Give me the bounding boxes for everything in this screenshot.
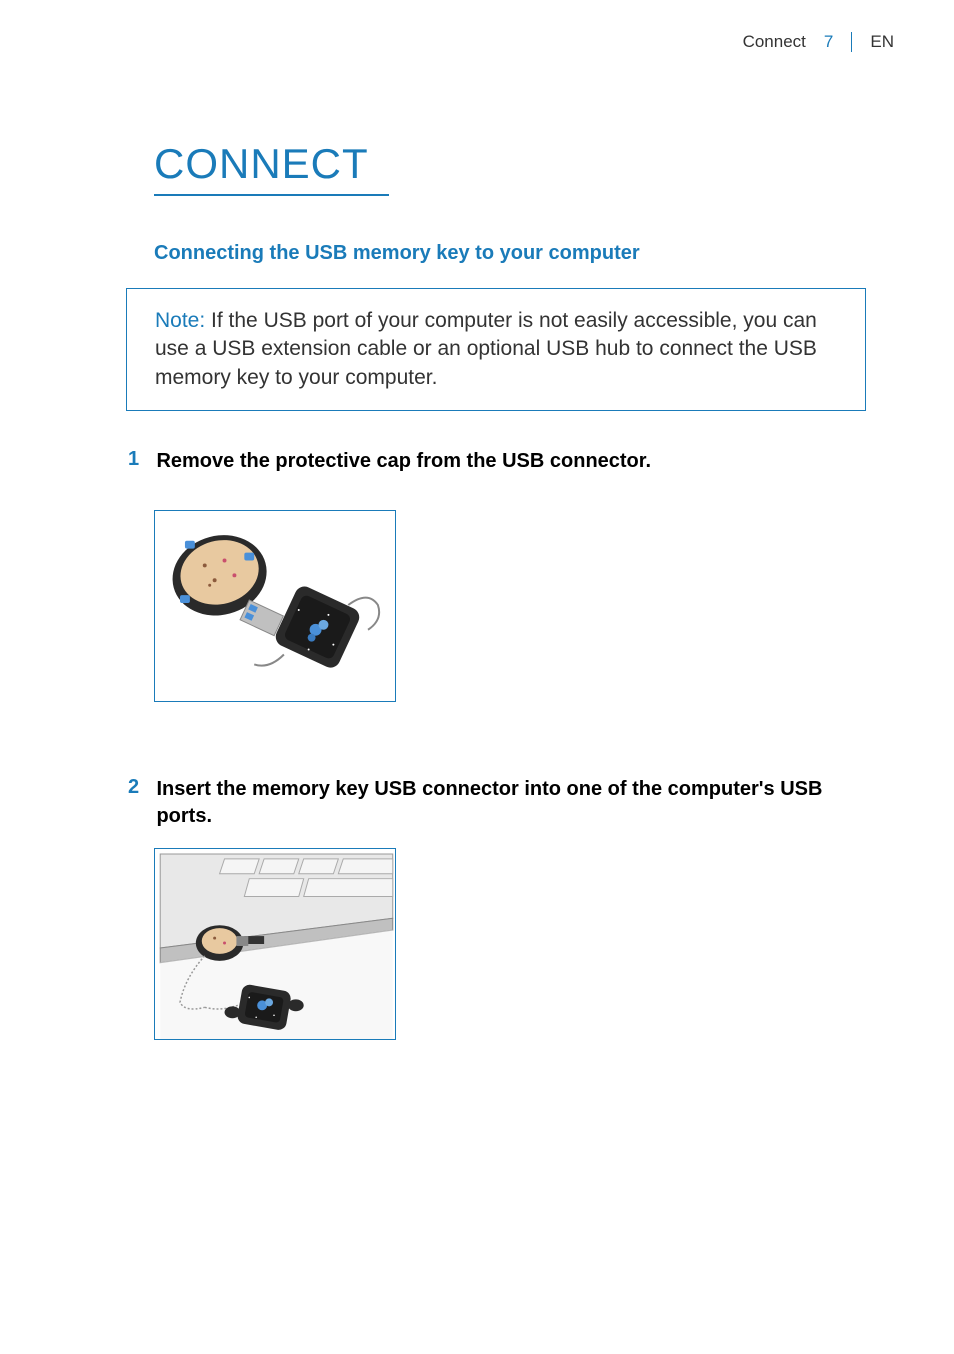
figure-2 xyxy=(154,848,396,1040)
step-1: 1 Remove the protective cap from the USB… xyxy=(128,448,848,475)
note-text: If the USB port of your computer is not … xyxy=(155,309,817,389)
page-header: Connect 7 EN xyxy=(743,32,894,52)
header-section: Connect xyxy=(743,32,806,52)
step-text-2: Insert the memory key USB connector into… xyxy=(156,776,836,830)
header-page: 7 xyxy=(824,32,833,52)
page-subtitle: Connecting the USB memory key to your co… xyxy=(154,242,640,265)
note-label: Note: xyxy=(155,309,205,332)
header-lang: EN xyxy=(870,32,894,52)
figure-1 xyxy=(154,510,396,702)
page-title: CONNECT xyxy=(154,140,389,196)
step-2: 2 Insert the memory key USB connector in… xyxy=(128,776,848,830)
usb-laptop-illustration xyxy=(155,849,395,1039)
step-number-2: 2 xyxy=(128,776,152,799)
usb-cap-removal-illustration xyxy=(155,511,395,701)
header-divider xyxy=(851,32,852,52)
step-number-1: 1 xyxy=(128,448,152,471)
step-text-1: Remove the protective cap from the USB c… xyxy=(156,448,836,475)
note-box: Note: If the USB port of your computer i… xyxy=(126,288,866,411)
